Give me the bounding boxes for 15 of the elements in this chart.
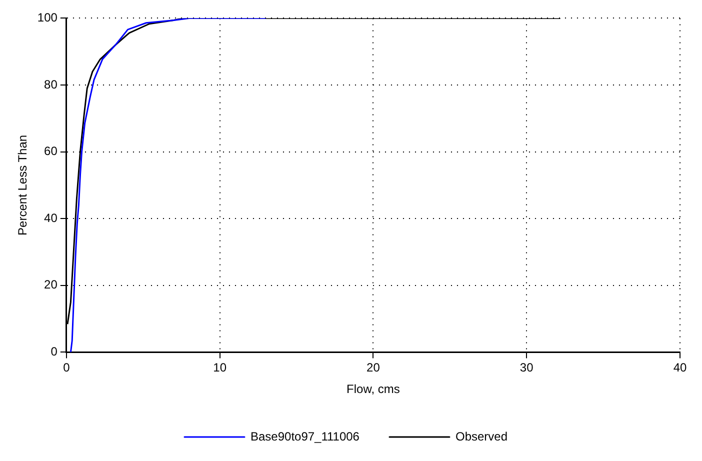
y-tick-label: 100	[37, 10, 58, 25]
x-axis-title: Flow, cms	[346, 382, 400, 396]
y-tick-label: 0	[50, 344, 58, 359]
y-tick-label: 60	[44, 144, 58, 158]
y-tick-label: 40	[44, 210, 58, 225]
y-tick-label: 80	[44, 77, 58, 92]
x-tick-label: 0	[63, 360, 70, 375]
x-tick-label: 30	[520, 360, 534, 375]
x-tick-label: 40	[673, 360, 687, 375]
y-axis-title: Percent Less Than	[16, 134, 30, 236]
legend-label: Observed	[455, 429, 508, 444]
y-tick-label: 20	[44, 278, 58, 292]
x-tick-label: 10	[213, 360, 227, 375]
legend-label: Base90to97_111006	[250, 429, 360, 444]
x-tick-label: 20	[366, 360, 380, 375]
